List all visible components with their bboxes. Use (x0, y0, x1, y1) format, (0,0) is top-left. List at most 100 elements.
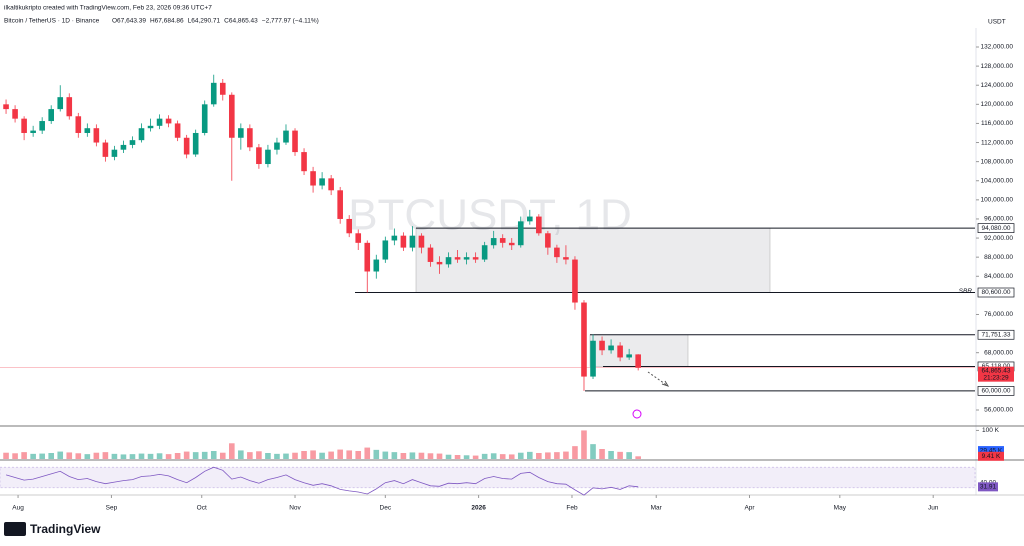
candle-body (265, 149, 271, 165)
candle-body (147, 125, 154, 129)
candle-body (599, 340, 605, 351)
level-label-bg (977, 386, 1015, 396)
x-tick-label: Aug (12, 505, 24, 512)
volume-bar (292, 452, 298, 459)
rsi-label-bg (978, 482, 998, 492)
volume-bar (364, 447, 371, 459)
candle-body (454, 257, 461, 260)
candle-body (21, 118, 27, 133)
volume-bar (517, 452, 524, 459)
volume-bar (39, 453, 45, 459)
candle-body (111, 149, 118, 157)
volume-bar (111, 453, 118, 459)
candle-body (301, 152, 307, 172)
x-tick-label: Oct (197, 505, 207, 512)
candle-body (445, 257, 452, 265)
candle-body (517, 221, 524, 246)
candle-body (84, 128, 91, 133)
volume-bar (75, 453, 82, 459)
volume-bar (147, 453, 154, 459)
y-tick-label: 116,000.00 (981, 120, 1013, 127)
candle-body (283, 130, 289, 143)
candle-body (373, 259, 380, 272)
volume-bar (156, 453, 163, 459)
candle-body (545, 233, 551, 248)
arrow (647, 371, 669, 387)
header: ilkaltikukripto created with TradingView… (4, 5, 212, 12)
volume-bar (48, 453, 55, 459)
volume-bar (219, 452, 226, 459)
candle-body (183, 137, 190, 155)
watermark: BTCUSDT, 1D (348, 191, 632, 240)
y-tick-label: 96,000.00 (984, 216, 1013, 223)
candle-body (192, 132, 199, 155)
volume-bar (536, 453, 542, 459)
candle-body (364, 242, 371, 272)
candle-body (201, 104, 208, 133)
candle-body (219, 82, 226, 95)
y-tick-label: 124,000.00 (980, 82, 1013, 89)
y-tick-label: 132,000.00 (980, 44, 1013, 51)
x-tick-label: Sep (106, 505, 118, 512)
volume-bar (30, 453, 36, 459)
volume-bar (165, 454, 172, 459)
y-tick-label: 84,000.00 (984, 273, 1013, 280)
candle-body (527, 216, 533, 222)
candle-body (12, 109, 18, 119)
volume-bar (472, 455, 479, 459)
candle-body (156, 118, 163, 126)
symbol-title: Bitcoin / TetherUS · 1D · Binance (4, 18, 100, 25)
volume-bar (3, 452, 9, 459)
rsi-line (5, 466, 639, 496)
candle-body (554, 247, 560, 258)
x-tick-label: Feb (566, 505, 578, 512)
candle-body (310, 171, 316, 186)
level-note: SBR (959, 288, 973, 295)
volume-bar (319, 452, 325, 459)
candle-body (165, 118, 172, 124)
volume-bar (382, 451, 389, 459)
candle-body (247, 128, 253, 148)
volume-bar (463, 455, 470, 459)
candle-body (30, 130, 36, 133)
y-tick-label: 100,000.00 (980, 197, 1013, 204)
volume-bar (120, 454, 127, 459)
ohlc-label: H67,684.86 (150, 18, 184, 25)
candle-body (355, 233, 362, 243)
level-label-bg (977, 329, 1015, 340)
level-label: 80,600.00 (982, 289, 1011, 296)
volume-bar (581, 430, 587, 459)
volume-bar (102, 452, 109, 459)
candle-body (427, 247, 434, 262)
y-tick-label: 128,000.00 (980, 63, 1013, 70)
candle-body (274, 142, 280, 150)
event-icon (632, 409, 642, 419)
volume-bar (346, 450, 353, 459)
candle-body (608, 345, 614, 351)
y-tick-label: 104,000.00 (980, 177, 1013, 184)
volume-bar (418, 452, 425, 459)
volume-bar (12, 453, 18, 459)
price-label: 64,865.43 (982, 367, 1011, 374)
candle-body (75, 116, 82, 133)
volume-bar (409, 452, 416, 459)
volume-bar (328, 451, 334, 459)
candle-body (472, 257, 479, 260)
volume-bar (229, 443, 235, 459)
volume-bar (373, 449, 380, 459)
candle-body (626, 354, 632, 358)
candle-body (436, 261, 443, 265)
candle-body (210, 82, 217, 105)
x-tick-label: Mar (651, 505, 663, 512)
volume-bar (554, 452, 560, 459)
ohlc-label: −2,777.97 (−4.11%) (262, 18, 319, 25)
volume-bar (21, 452, 27, 459)
candle-body (39, 121, 45, 131)
volume-bar (481, 453, 488, 459)
volume-bar (256, 451, 262, 459)
ohlc-label: C64,865.43 (224, 18, 258, 25)
volume-bar (283, 453, 289, 459)
volume-label-bg (978, 446, 1004, 456)
volume-bar (310, 450, 316, 459)
